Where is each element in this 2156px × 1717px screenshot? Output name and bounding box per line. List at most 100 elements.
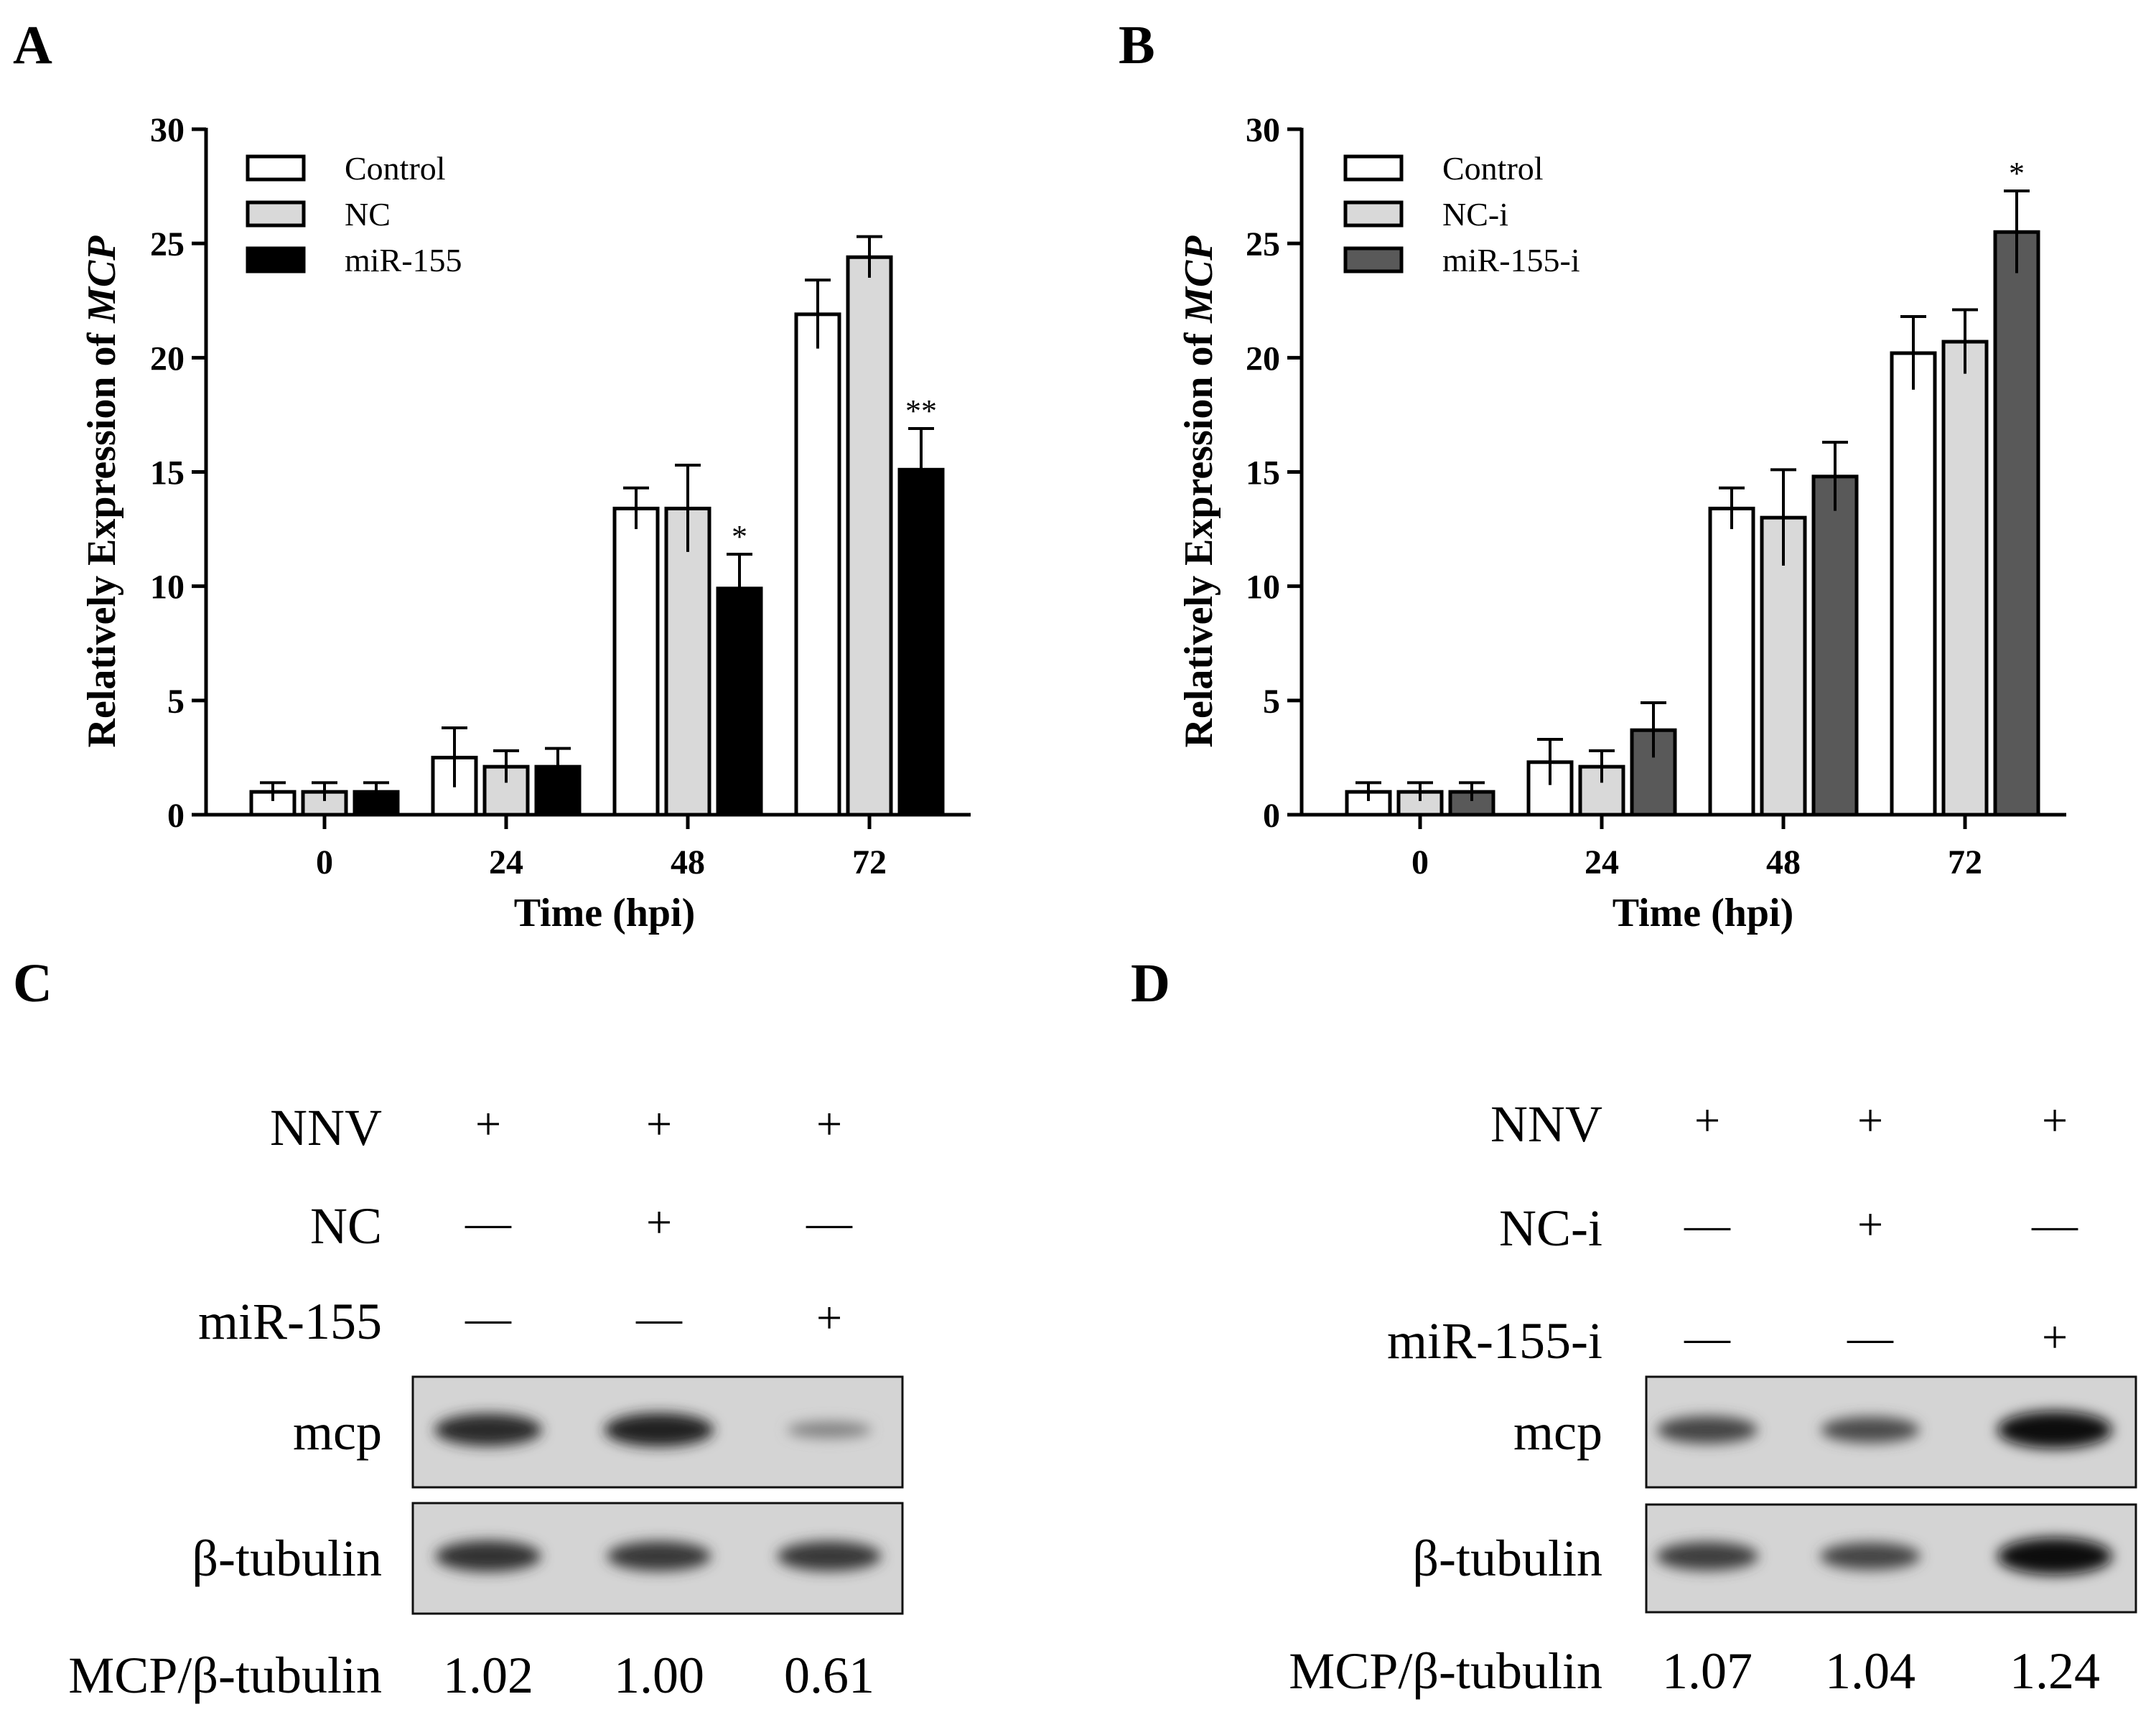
- chart-a-ytick-label: 25: [150, 225, 185, 263]
- chart-b-xtick-label: 24: [1585, 843, 1619, 881]
- chart-a-error-bar: [623, 486, 649, 530]
- blot-d-mcp-label: mcp: [1513, 1403, 1602, 1461]
- chart-b-error-bar: [1407, 781, 1433, 801]
- chart-b-ytick-label: 20: [1246, 340, 1280, 378]
- chart-b-xlabel: Time (hpi): [1613, 891, 1794, 935]
- blot-c-treatment-sign: —: [635, 1292, 683, 1343]
- chart-b-legend-swatch: [1343, 246, 1404, 273]
- chart-b-xtick-label: 48: [1766, 843, 1801, 881]
- chart-a-xtick-label: 72: [852, 843, 887, 881]
- chart-a-bar-nc-48: [664, 506, 711, 817]
- chart-b-bar-mir-155-i-48: [1811, 474, 1859, 817]
- blot-c-mcp-label: mcp: [293, 1403, 382, 1461]
- blot-d-row-label: NC-i: [1499, 1199, 1602, 1257]
- blot-c-ratio-label: MCP/β-tubulin: [68, 1647, 382, 1704]
- chart-a-ytick-label: 15: [150, 454, 185, 492]
- chart-b-error-bar: [1952, 308, 1978, 374]
- blot-d-treatment-sign: +: [1857, 1095, 1883, 1146]
- chart-b-xtick-label: 0: [1411, 843, 1429, 881]
- chart-a-legend-label: miR-155: [345, 242, 462, 279]
- chart-a-ytick-label: 20: [150, 340, 185, 378]
- chart-a-bar-mir-155-48: [716, 586, 763, 817]
- chart-b-error-bar: [1719, 486, 1745, 530]
- chart-b-error-bar: [1589, 749, 1615, 783]
- chart-b-error-bar: [1641, 701, 1666, 758]
- chart-a-error-bar: [260, 781, 286, 801]
- chart-b-error-bar: [1355, 781, 1381, 801]
- blot-d-tubulin-blot: [1645, 1503, 2137, 1614]
- chart-a-ytick-label: 30: [150, 111, 185, 149]
- chart-b-error-bar: [1900, 315, 1926, 390]
- blot-c-tubulin-band: [777, 1541, 882, 1571]
- western-blot-c: NNV + + + NC — + — miR-155 — — + mcp β-tubulin MCP/β-t…: [68, 1098, 904, 1704]
- chart-b-bar-control-48: [1708, 506, 1755, 817]
- chart-a-ytick-label: 10: [150, 569, 185, 607]
- blot-c-ratio-value: 0.61: [784, 1647, 874, 1704]
- chart-a-ytick-label: 5: [167, 683, 185, 721]
- chart-b-error-bar: [1459, 781, 1485, 801]
- blot-d-row-label: NNV: [1490, 1095, 1602, 1153]
- chart-a-bar-mir-155-72: [897, 467, 945, 817]
- blot-d-treatment-sign: +: [1857, 1199, 1883, 1250]
- blot-c-treatment-sign: +: [816, 1098, 842, 1149]
- chart-b-bar-control-72: [1890, 351, 1937, 817]
- chart-b-ytick-label: 0: [1263, 797, 1280, 835]
- chart-a-error-bar: [675, 463, 701, 552]
- chart-b-bar-mir-155-i-24: [1630, 728, 1677, 817]
- blot-d-treatment-sign: —: [1684, 1199, 1731, 1250]
- blot-d-ratio-value: 1.07: [1662, 1642, 1753, 1700]
- chart-a-ylabel: Relatively Expression of MCP: [80, 235, 124, 748]
- blot-d-treatment-sign: —: [2031, 1199, 2078, 1250]
- chart-a-error-bar: [493, 749, 519, 783]
- chart-b-error-bar: [1822, 441, 1848, 511]
- chart-a-error-bar: [805, 279, 831, 349]
- chart-a-bar-mir-155-24: [534, 764, 582, 817]
- blot-c-treatment-sign: —: [465, 1197, 512, 1248]
- blot-c-ratio-value: 1.02: [443, 1647, 533, 1704]
- blot-c-row-label: NC: [310, 1197, 382, 1255]
- chart-b-legend-label: NC-i: [1442, 196, 1508, 233]
- blot-d-tubulin-label: β-tubulin: [1412, 1530, 1602, 1587]
- chart-a-legend-swatch: [246, 246, 306, 273]
- blot-c-row-label: miR-155: [198, 1293, 382, 1350]
- panel-letter-c: C: [13, 953, 52, 1014]
- blot-c-treatment-sign: —: [806, 1197, 853, 1248]
- chart-a-bar-nc-72: [846, 255, 893, 817]
- chart-a-ytick-label: 0: [167, 797, 185, 835]
- blot-d-tubulin-band: [1997, 1538, 2112, 1575]
- chart-b-ytick-label: 15: [1246, 454, 1280, 492]
- chart-a-error-bar: [442, 726, 467, 787]
- chart-b-error-bar: [1770, 468, 1796, 566]
- chart-a-significance-marker: *: [732, 519, 747, 554]
- chart-a-error-bar: [363, 781, 389, 801]
- blot-c-tubulin-blot: [411, 1502, 904, 1615]
- chart-b-ylabel: Relatively Expression of MCP: [1177, 235, 1221, 748]
- blot-c-treatment-sign: +: [646, 1098, 672, 1149]
- blot-d-ratio-label: MCP/β-tubulin: [1289, 1642, 1602, 1700]
- chart-b: Relatively Expression of MCP Time (hpi) …: [1177, 111, 2066, 935]
- chart-b-xtick-label: 72: [1948, 843, 1982, 881]
- blot-c-tubulin-band: [607, 1541, 711, 1571]
- blot-c-treatment-sign: +: [646, 1197, 672, 1248]
- chart-b-legend-swatch: [1343, 200, 1404, 228]
- chart-a-error-bar: [857, 235, 882, 278]
- panel-letter-a: A: [13, 15, 52, 75]
- blot-d-tubulin-band: [1820, 1542, 1921, 1571]
- panel-letter-d: D: [1131, 953, 1170, 1014]
- chart-a-error-bar: [312, 781, 337, 801]
- chart-a-xlabel: Time (hpi): [514, 891, 696, 935]
- chart-b-ytick-label: 25: [1246, 225, 1280, 263]
- chart-a-bar-control-72: [794, 312, 841, 817]
- chart-a-error-bar: [545, 747, 571, 785]
- chart-b-legend-label: miR-155-i: [1442, 242, 1580, 279]
- blot-c-treatment-sign: +: [475, 1098, 501, 1149]
- blot-c-tubulin-label: β-tubulin: [192, 1530, 382, 1587]
- blot-d-mcp-band: [1657, 1416, 1758, 1444]
- blot-d-mcp-blot: [1645, 1375, 2137, 1489]
- chart-b-error-bar: [2004, 189, 2030, 273]
- chart-b-error-bar: [1537, 737, 1563, 785]
- blot-d-ratio-value: 1.24: [2010, 1642, 2100, 1700]
- western-blot-d: NNV + + + NC-i — + — miR-155-i — — + mcp β-tubulin MCP…: [1289, 1095, 2137, 1700]
- blot-c-mcp-band: [434, 1413, 542, 1446]
